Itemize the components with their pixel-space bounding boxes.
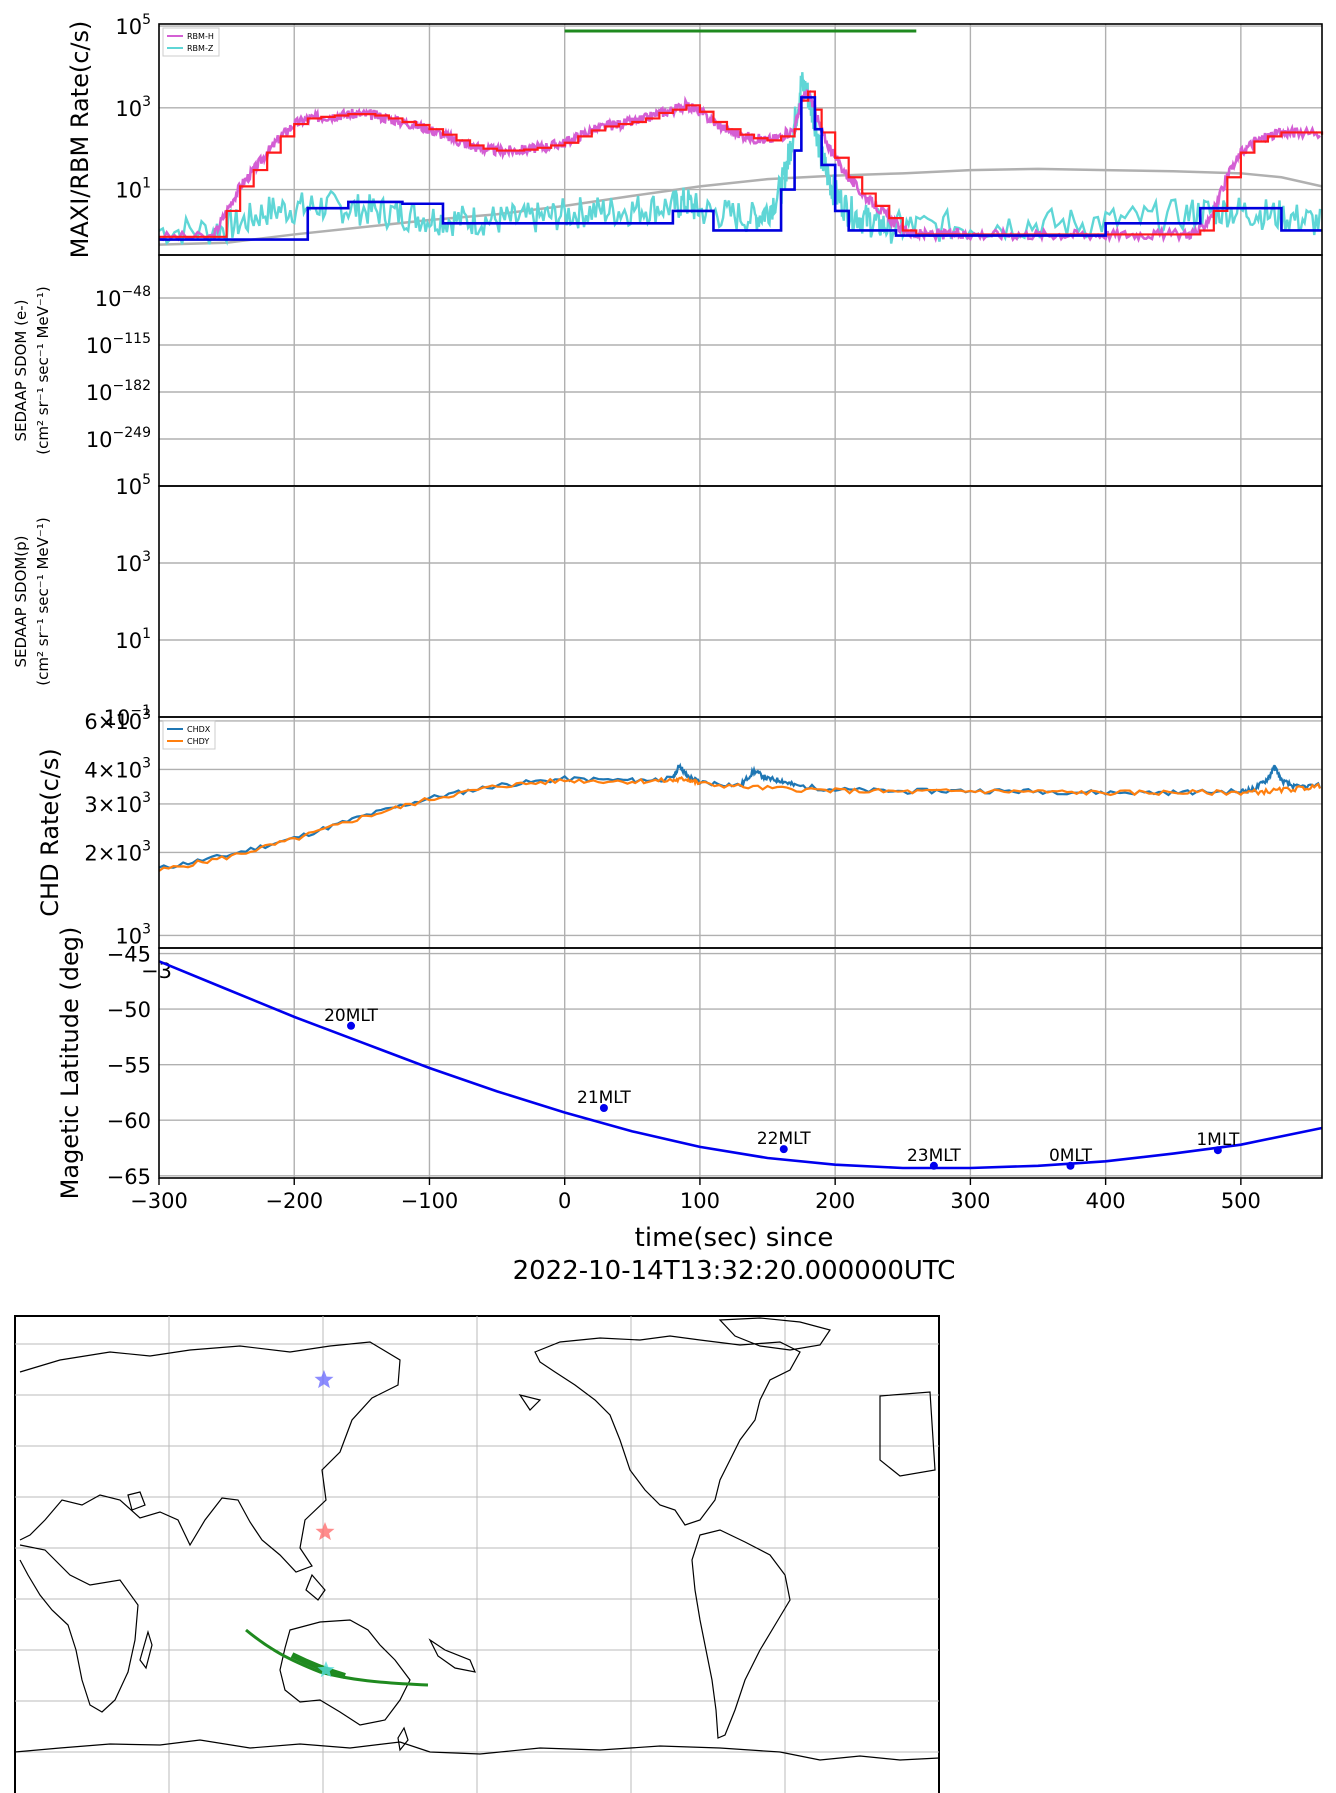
sedaap_e-ytick-label: 10−249 [86,425,151,452]
maglat-ytick-label: −65 [107,1165,151,1189]
x-tick-label: 200 [815,1189,855,1213]
mlt-marker-label: 22MLT [757,1129,811,1149]
sedaap_p-frame [158,485,1323,718]
mlt-marker [599,1104,608,1112]
sedaap_e-panel: 10−48 10−115 10−182 10−249 SEDAAP SDOM (e-)(… [12,254,1323,487]
sedaap_e-ytick-label: 10−48 [95,284,151,311]
sedaap_p-ytick-label: 101 [115,626,151,653]
chd-ytick-label: 103 [115,921,151,948]
mlt-marker-label: 23MLT [907,1146,961,1166]
rbm-ylabel: MAXI/RBM Rate(c/s) [66,21,94,259]
coastlines [14,1317,940,1761]
chd-ytick-label: 6×103 [84,707,151,734]
rbm-legend: RBM-H RBM-Z [162,27,220,57]
mlt-marker-label: 20MLT [324,1006,378,1026]
maglat-ytick-label: −45 [107,943,151,967]
sedaap_e-ylabel: SEDAAP SDOM (e-) [12,300,30,442]
x-tick-label: −100 [401,1189,459,1213]
sedaap_e-frame [158,254,1323,487]
chd-panel: 6×103 4×103 3×103 2×103 103 CHDX CHDY CHD Rate(… [36,707,1323,949]
mlt-marker [347,1021,356,1030]
star-marker-red [315,1522,335,1541]
rbm-ytick-label: 105 [115,12,151,39]
sedaap_p-ylabel-units: (cm² sr⁻¹ sec⁻¹ MeV⁻¹) [34,517,52,685]
x-axis: −300 −200 −100 0 100 200 300 400 500 [130,1178,1261,1213]
world-map [14,1315,940,1793]
maglat-ylabel: Magetic Latitude (deg) [56,927,84,1200]
x-tick-label: 100 [680,1189,720,1213]
rbm-background-line [158,167,1323,246]
maglat-ytick-label: −55 [107,1054,151,1078]
mlt-marker [1213,1146,1222,1155]
mlt-marker [779,1145,788,1154]
chd-ytick-label: 2×103 [84,838,151,865]
maglat-frame [158,947,1323,1179]
sedaap_p-ytick-label: 103 [115,549,151,576]
sedaap_e-ylabel-units: (cm² sr⁻¹ sec⁻¹ MeV⁻¹) [34,286,52,454]
rbm-z-legend-label: RBM-Z [187,44,214,53]
chdy-line [158,775,1322,872]
x-tick-label: −300 [130,1189,188,1213]
x-tick-label: 300 [950,1189,990,1213]
mlt-marker [929,1161,938,1170]
rbm-legend-box [162,27,220,57]
maglat-overlap-label: −3 [141,959,172,983]
rbm-ytick-label: 103 [115,94,151,121]
rbm-z-line [158,72,1322,246]
mlt-marker-label: 21MLT [577,1088,631,1108]
map-grid [15,1316,939,1793]
mlt-marker [1066,1161,1075,1170]
star-marker-cyan [317,1661,335,1678]
sedaap_e-ytick-label: 10−115 [86,331,151,358]
rbm-h-legend-label: RBM-H [187,32,214,41]
satellite-ground-track [245,1628,429,1687]
chd-frame [158,716,1323,949]
sedaap_p-ytick-label: 105 [115,472,151,499]
chd-legend: CHDX CHDY [162,720,216,750]
star-marker-blue [314,1370,334,1389]
chd-ytick-label: 4×103 [84,755,151,782]
sedaap_p-ylabel: SEDAAP SDOM(p) [12,535,30,667]
x-tick-label: 500 [1221,1189,1261,1213]
x-axis-label-date: 2022-10-14T13:32:20.000000UTC [513,1256,956,1286]
chdx-legend-label: CHDX [187,725,211,734]
maglat-ytick-label: −50 [107,998,151,1022]
maglat-line [158,960,1323,1170]
maglat-panel: −45 −50 −55 −60 −65 −3 20MLT 21MLT 22MLT 23MLT 0ML… [56,927,1323,1200]
rbm-panel: 105 103 101 RBM-H RBM-Z MAXI/RBM Rate(c/s) [66,12,1324,259]
sedaap_p-panel: 105 103 101 10−1 SEDAAP SDOM(p) (cm² sr⁻¹ sec… [12,472,1323,730]
x-tick-label: 400 [1086,1189,1126,1213]
satellite-ground-track-saa [290,1652,346,1679]
sedaap_p-ytick-label: 10−1 [104,703,151,730]
chd-ytick-label: 3×103 [84,790,151,817]
chd-ylabel: CHD Rate(c/s) [36,748,64,916]
x-tick-label: −200 [265,1189,323,1213]
maglat-ytick-label: −60 [107,1109,151,1133]
x-tick-label: 0 [558,1189,571,1213]
chdy-legend-label: CHDY [187,737,209,746]
mlt-marker-label: 0MLT [1049,1146,1093,1166]
chd-legend-box [162,720,216,750]
rbm-ytick-label: 101 [115,176,151,203]
mlt-marker-label: 1MLT [1196,1130,1240,1150]
x-axis-label: time(sec) since [635,1223,834,1253]
rbm-z-binned-line [159,96,1322,241]
sedaap_e-ytick-label: 10−182 [86,378,151,405]
